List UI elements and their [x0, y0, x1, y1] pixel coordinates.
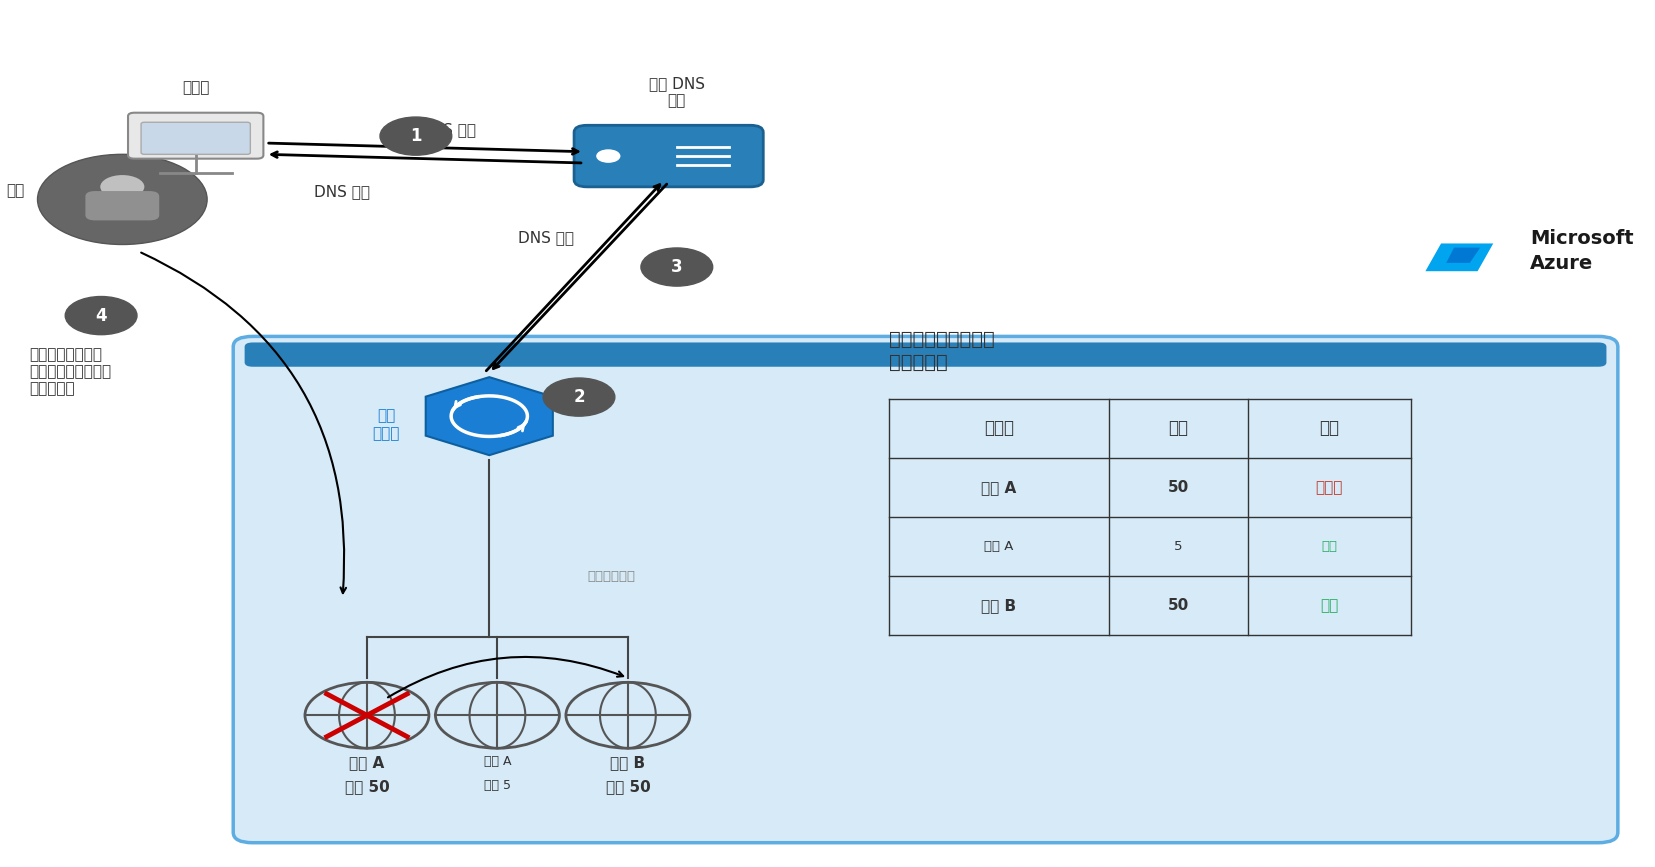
Text: 测试 A: 测试 A [985, 540, 1013, 552]
Text: 权重: 权重 [1168, 420, 1188, 437]
Circle shape [101, 175, 144, 199]
Text: 区域 A: 区域 A [981, 479, 1016, 495]
Text: 权重 50: 权重 50 [344, 779, 389, 794]
Text: 已降级: 已降级 [1316, 479, 1342, 495]
Polygon shape [1425, 244, 1493, 271]
Text: 基于权重，随机选择
可用终结点: 基于权重，随机选择 可用终结点 [889, 329, 995, 372]
Text: 联机: 联机 [1321, 597, 1339, 613]
Text: 区域 A: 区域 A [349, 755, 384, 770]
Text: DNS 查询: DNS 查询 [420, 122, 477, 137]
FancyBboxPatch shape [233, 336, 1619, 843]
Text: 状态: 状态 [1319, 420, 1339, 437]
Text: 联机: 联机 [1321, 540, 1337, 552]
Circle shape [381, 117, 452, 155]
Text: 测试 A: 测试 A [483, 755, 511, 768]
FancyBboxPatch shape [86, 191, 159, 220]
Text: 50: 50 [1168, 479, 1188, 495]
Text: 区域 B: 区域 B [611, 755, 645, 770]
FancyBboxPatch shape [127, 113, 263, 159]
FancyBboxPatch shape [245, 342, 1607, 367]
Text: Microsoft
Azure: Microsoft Azure [1529, 230, 1633, 273]
Text: 区域 B: 区域 B [981, 597, 1016, 613]
Text: 权重 5: 权重 5 [483, 779, 511, 792]
Text: 终结点: 终结点 [985, 420, 1015, 437]
Text: 用户: 用户 [7, 183, 25, 199]
FancyBboxPatch shape [141, 122, 250, 154]
Text: 权重 50: 权重 50 [606, 779, 650, 794]
Polygon shape [425, 377, 553, 455]
Text: 50: 50 [1168, 597, 1188, 613]
Text: 1: 1 [410, 127, 422, 145]
Text: 3: 3 [670, 258, 682, 276]
FancyBboxPatch shape [574, 126, 763, 187]
Text: 递归 DNS
服务: 递归 DNS 服务 [649, 76, 705, 108]
Polygon shape [1446, 248, 1480, 263]
Text: 浏览器: 浏览器 [182, 81, 210, 95]
Text: DNS 响应: DNS 响应 [518, 231, 574, 245]
Text: 2: 2 [573, 388, 584, 406]
Circle shape [640, 248, 713, 286]
Circle shape [597, 150, 619, 162]
Text: 客户端直接连接到
所选终结点，不通过
流量管理器: 客户端直接连接到 所选终结点，不通过 流量管理器 [30, 347, 111, 396]
Text: 4: 4 [96, 307, 108, 324]
Text: DNS 响应: DNS 响应 [314, 184, 371, 199]
Circle shape [543, 378, 616, 416]
Circle shape [38, 154, 207, 244]
Circle shape [65, 297, 137, 335]
Text: 流量
管理器: 流量 管理器 [372, 408, 399, 441]
Text: 5: 5 [1173, 540, 1183, 552]
Text: 运行状况检查: 运行状况检查 [588, 570, 636, 583]
